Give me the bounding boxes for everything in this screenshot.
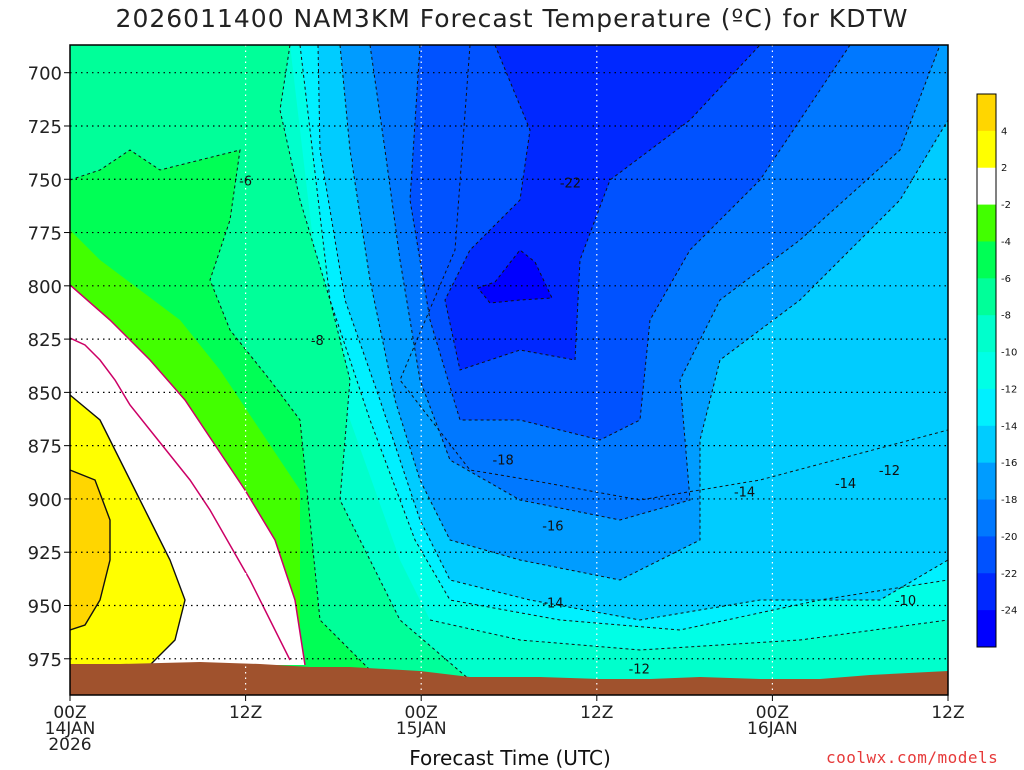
contour-label: -6	[239, 174, 252, 189]
colorbar-label: -4	[1001, 237, 1011, 248]
x-tick-label: 15JAN	[396, 719, 447, 739]
colorbar-swatch	[977, 610, 996, 648]
x-tick-label: 12Z	[931, 703, 964, 723]
y-tick-label: 925	[28, 543, 62, 564]
credit-link[interactable]: coolwx.com/models	[826, 748, 999, 767]
axis-ticks: 70072575077580082585087590092595097500Z1…	[28, 64, 965, 755]
contour-label: -14	[734, 486, 755, 501]
colorbar-swatch	[977, 241, 996, 279]
y-tick-label: 700	[28, 64, 62, 85]
colorbar-label: 4	[1001, 126, 1007, 137]
contour-label: -14	[542, 596, 563, 611]
temperature-band-minus24	[478, 250, 552, 303]
colorbar-swatch	[977, 462, 996, 501]
colorbar-label: -8	[1001, 311, 1011, 322]
colorbar-swatch	[977, 204, 996, 242]
colorbar-label: -14	[1001, 421, 1017, 432]
x-tick-label: 00Z	[756, 703, 789, 723]
y-tick-label: 825	[28, 330, 62, 351]
contour-label: -8	[311, 334, 324, 349]
colorbar-label: -6	[1001, 274, 1011, 285]
freezing-lines	[70, 284, 306, 666]
colorbar-label: 2	[1001, 163, 1007, 174]
colorbar-label: -22	[1001, 569, 1017, 580]
x-tick-label: 00Z	[53, 703, 86, 723]
contour-label: -10	[895, 594, 916, 609]
colorbar-swatch	[977, 573, 996, 611]
colorbar: 4 2 -2 -4 -6 -8 -10 -12 -14 -16 -18 -20 -22 -24	[976, 93, 1017, 648]
colorbar-label: -18	[1001, 495, 1017, 506]
chart-title: 2026011400 NAM3KM Forecast Temperature (…	[115, 4, 909, 33]
x-tick-label: 00Z	[405, 703, 438, 723]
x-axis-label: Forecast Time (UTC)	[409, 746, 611, 770]
contour-lines	[70, 45, 948, 681]
contour-label: -14	[835, 477, 856, 492]
plot-area	[70, 45, 948, 695]
contour-labels: -6 -8 -22 -18 -16 -14 -12 -14 -14 -12 -10	[239, 174, 916, 677]
y-tick-label: 725	[28, 117, 62, 138]
contour-label: -16	[542, 520, 563, 535]
colorbar-swatch	[977, 278, 996, 316]
y-tick-label: 975	[28, 650, 62, 671]
x-tick-label: 2026	[48, 735, 91, 755]
y-tick-label: 800	[28, 277, 62, 298]
colorbar-label: -10	[1001, 348, 1017, 359]
colorbar-swatch	[977, 499, 996, 537]
colorbar-label: -20	[1001, 532, 1017, 543]
plot-frame	[69, 44, 949, 696]
colorbar-swatch	[977, 425, 996, 464]
contour-label: -18	[493, 454, 514, 469]
colorbar-label: -2	[1001, 200, 1011, 211]
y-tick-label: 750	[28, 170, 62, 191]
colorbar-swatch	[977, 352, 996, 390]
y-tick-label: 850	[28, 383, 62, 404]
x-tick-label: 16JAN	[747, 719, 798, 739]
colorbar-label: -24	[1001, 606, 1017, 617]
ground-terrain	[70, 662, 948, 695]
colorbar-swatch	[977, 315, 996, 353]
warm-contours	[70, 394, 186, 666]
colorbar-label: -16	[1001, 458, 1017, 469]
x-tick-label: 12Z	[580, 703, 613, 723]
colorbar-swatch	[977, 94, 996, 132]
contour-label: -22	[560, 177, 581, 192]
colorbar-swatch	[977, 130, 996, 169]
temperature-band-plus4	[70, 470, 110, 630]
y-tick-label: 950	[28, 596, 62, 617]
colorbar-swatch	[977, 388, 996, 427]
colorbar-swatch	[977, 167, 996, 206]
y-tick-label: 875	[28, 437, 62, 458]
colorbar-label: -12	[1001, 384, 1017, 395]
colorbar-frame	[976, 93, 997, 648]
colorbar-swatch	[977, 536, 996, 574]
x-tick-label: 12Z	[229, 703, 262, 723]
y-tick-label: 900	[28, 490, 62, 511]
contour-label: -12	[629, 662, 650, 677]
contour-label: -12	[879, 464, 900, 479]
y-tick-label: 775	[28, 224, 62, 245]
x-tick-label: 14JAN	[45, 719, 96, 739]
grid-lines	[70, 45, 948, 695]
